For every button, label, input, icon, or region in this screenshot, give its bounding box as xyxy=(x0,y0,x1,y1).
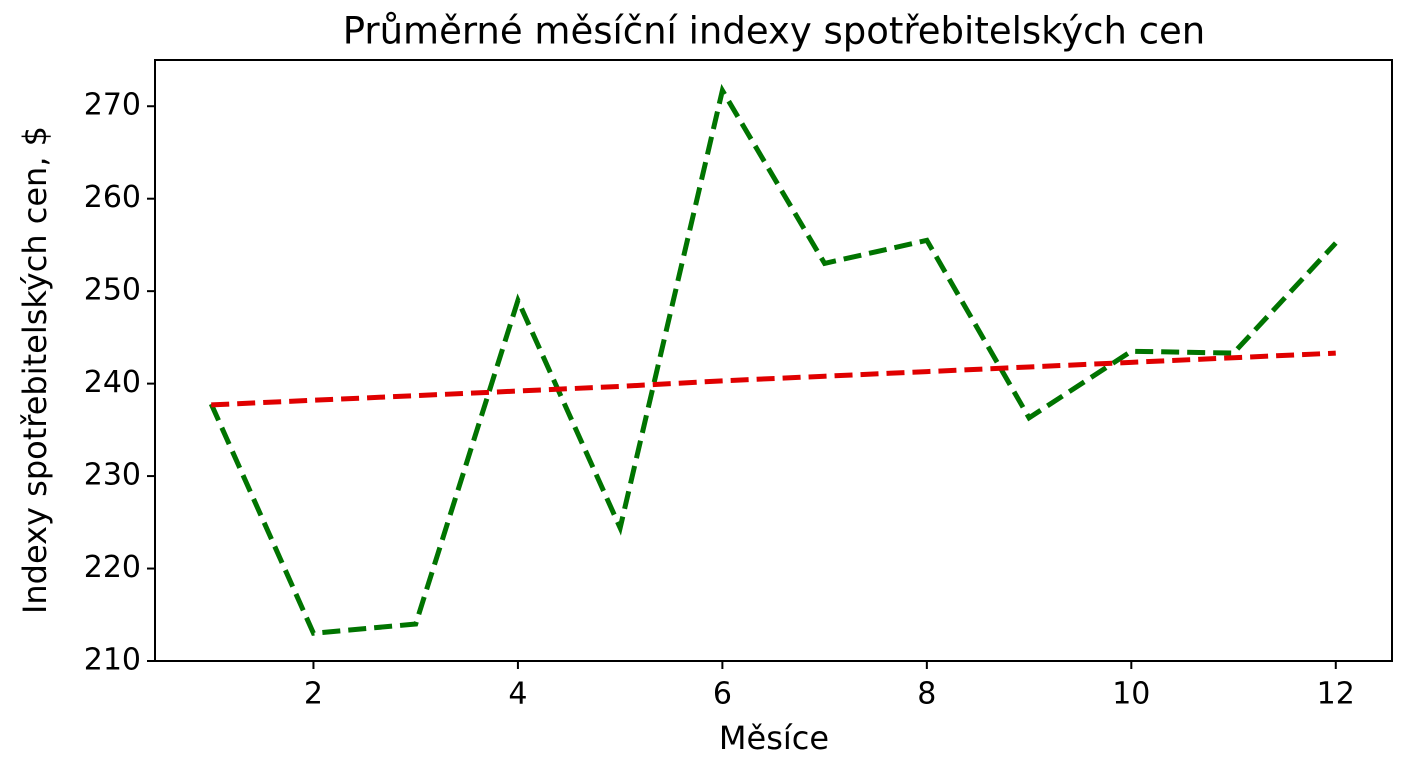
y-tick-label: 210 xyxy=(84,643,141,678)
x-tick-label: 12 xyxy=(1317,677,1355,712)
x-tick-label: 2 xyxy=(304,677,323,712)
x-axis-label: Měsíce xyxy=(719,719,829,757)
y-tick-label: 220 xyxy=(84,550,141,585)
y-axis-label: Indexy spotřebitelských cen, $ xyxy=(16,126,54,614)
data-line xyxy=(208,83,1338,636)
y-tick-label: 260 xyxy=(84,180,141,215)
x-tick-label: 6 xyxy=(713,677,732,712)
x-tick-label: 4 xyxy=(508,677,527,712)
y-tick-label: 240 xyxy=(84,365,141,400)
x-tick-label: 8 xyxy=(917,677,936,712)
chart-title: Průměrné měsíční indexy spotřebitelských… xyxy=(343,10,1206,53)
plot-frame xyxy=(154,59,1393,662)
y-tick-label: 230 xyxy=(84,458,141,493)
y-tick-label: 270 xyxy=(84,88,141,123)
data-line xyxy=(211,350,1336,408)
y-tick-label: 250 xyxy=(84,273,141,308)
x-tick-label: 10 xyxy=(1112,677,1150,712)
